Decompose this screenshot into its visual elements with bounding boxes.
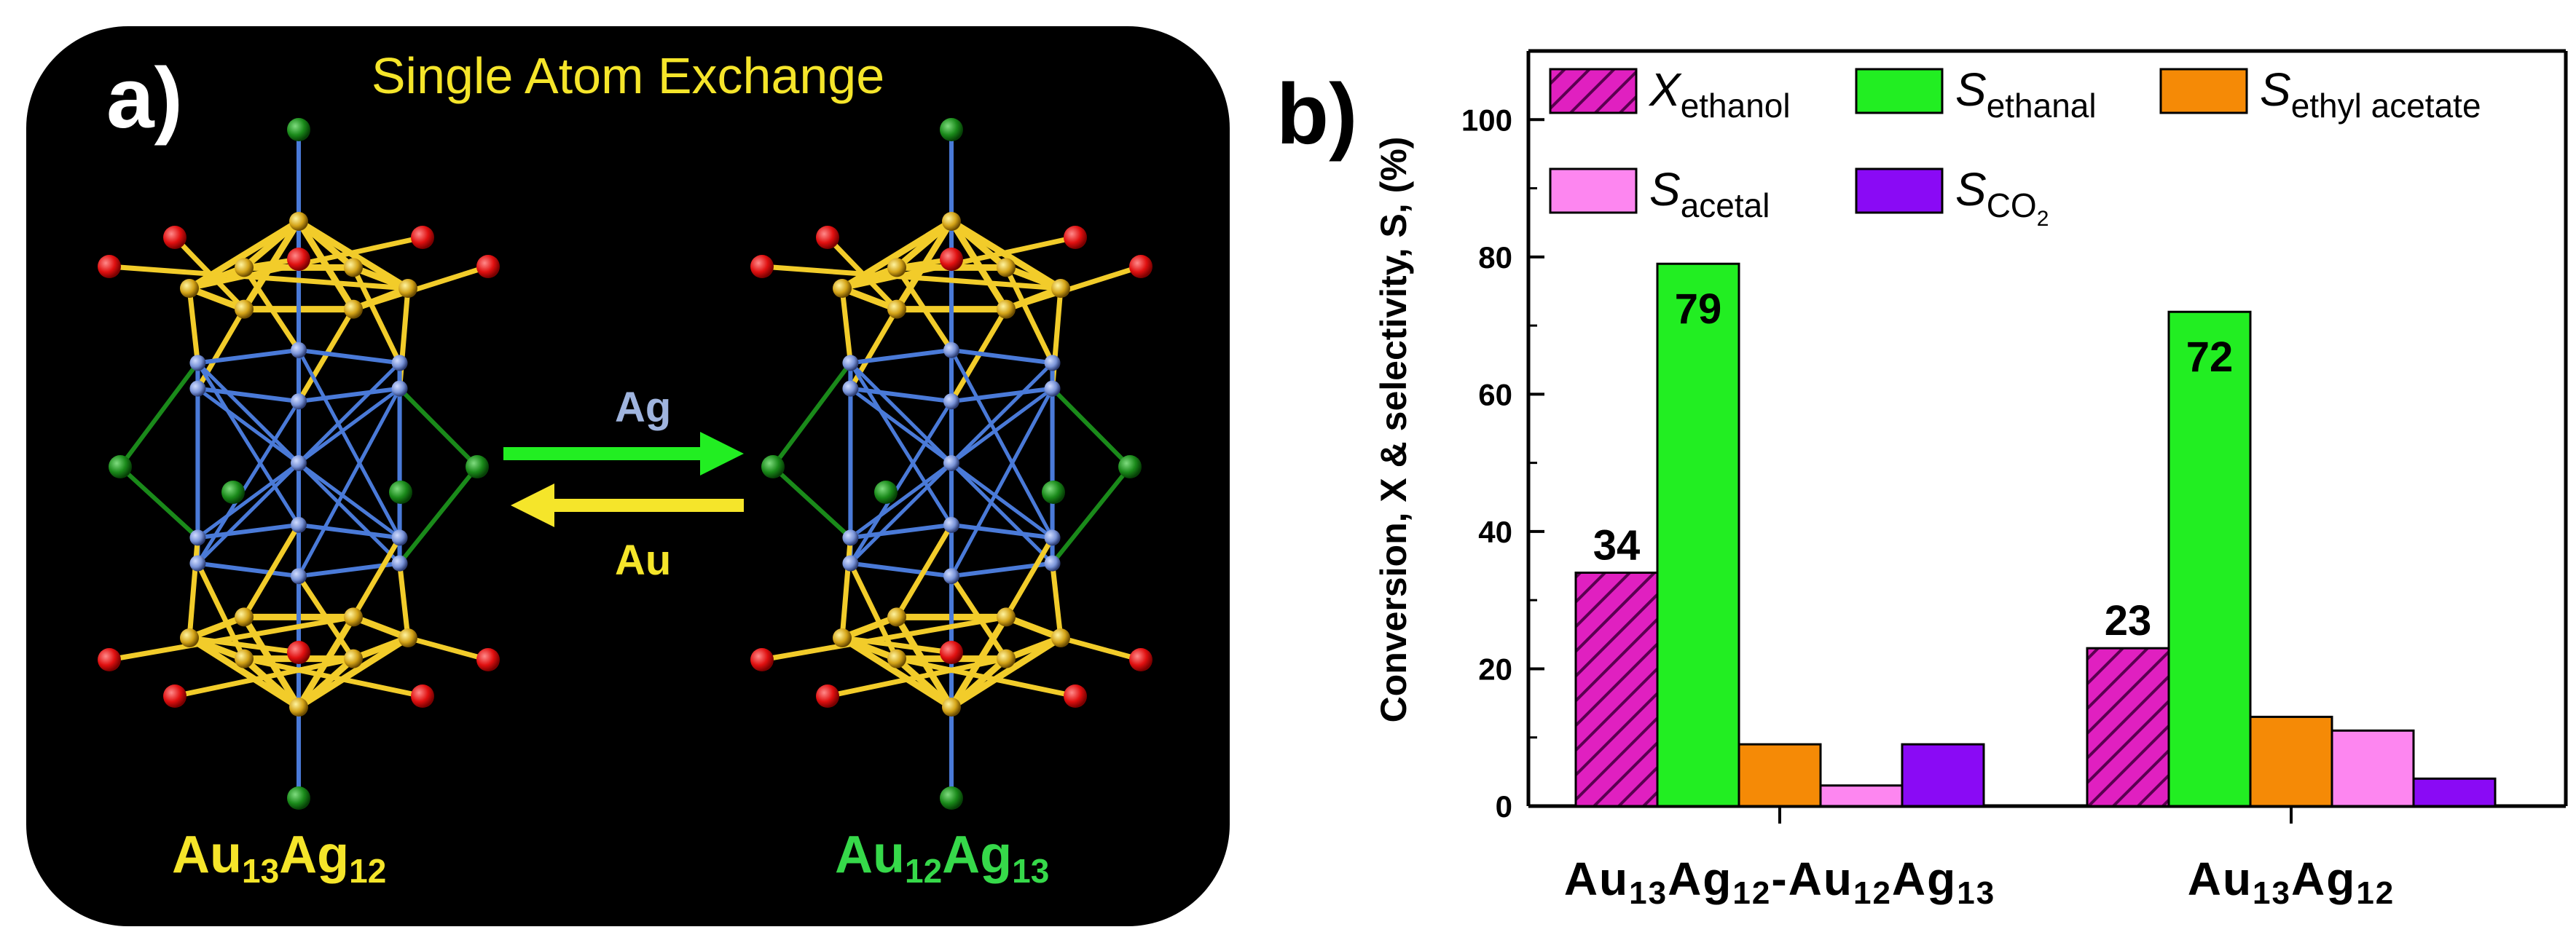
legend-label: Sethanal <box>1955 63 2097 125</box>
y-tick-label: 40 <box>1478 515 1512 549</box>
data-label: 34 <box>1593 521 1641 569</box>
category-label: Au13Ag12 <box>2188 853 2395 911</box>
legend-swatch <box>1549 68 1638 114</box>
legend-item: Sethanal <box>1855 63 2097 125</box>
y-tick-label: 80 <box>1478 240 1512 275</box>
legend-swatch <box>1855 68 1944 114</box>
cluster-right <box>750 118 1152 810</box>
legend-item: Xethanol <box>1549 63 1791 125</box>
arrow-left-icon <box>511 484 554 527</box>
legend-item: Sethyl acetate <box>2159 63 2481 125</box>
panel-a-title: Single Atom Exchange <box>371 47 885 104</box>
bar-3-2 <box>2249 715 2333 808</box>
bar-2-1 <box>1656 262 1740 808</box>
panel-a-cluster-illustration: Single Atom Exchange Ag Au Au13Ag12 Au12… <box>26 26 1230 926</box>
y-tick-label: 20 <box>1478 652 1512 686</box>
cluster-left <box>98 118 500 810</box>
left-cluster-formula: Au13Ag12 <box>172 826 387 890</box>
data-label: 72 <box>2186 334 2234 381</box>
y-axis-title: Conversion, X & selectivity, S, (%) <box>1373 137 1414 723</box>
exchange-arrows <box>503 432 744 527</box>
arrow-bottom-label: Au <box>615 537 672 584</box>
panel-b-label: b) <box>1276 66 1358 162</box>
right-cluster-formula: Au12Ag13 <box>835 826 1050 890</box>
legend-swatch <box>1855 167 1944 214</box>
bar-5-1 <box>1901 743 1985 808</box>
legend-label: Xethanol <box>1648 63 1791 125</box>
bar-1-1 <box>1574 571 1659 808</box>
arrow-right-icon <box>700 432 744 476</box>
arrow-top-label: Ag <box>615 384 672 431</box>
legend-label: Sacetal <box>1649 163 1770 224</box>
bar-5-2 <box>2412 777 2497 808</box>
chart-plot-area: 0 20 40 60 80 100 Conversion, X & selectivity,… <box>1373 49 2568 911</box>
legend-item: SCO2 <box>1855 163 2049 231</box>
category-label: Au13Ag12-Au12Ag13 <box>1564 853 1995 911</box>
bar-3-1 <box>1737 743 1822 808</box>
bar-1-2 <box>2086 647 2170 808</box>
legend-swatch <box>2159 68 2248 114</box>
legend-label: Sethyl acetate <box>2260 63 2481 125</box>
bar-2-2 <box>2167 310 2252 808</box>
y-tick-label: 60 <box>1478 377 1512 411</box>
y-tick-label: 0 <box>1496 789 1512 824</box>
legend-item: Sacetal <box>1549 163 1770 224</box>
bar-4-1 <box>1819 784 1904 808</box>
cluster-drawing <box>98 118 1152 810</box>
y-tick-label: 100 <box>1461 103 1512 137</box>
legend-swatch <box>1549 167 1638 214</box>
data-label: 79 <box>1675 285 1722 333</box>
panel-a-label: a) <box>106 50 183 146</box>
data-label: 23 <box>2105 597 2152 644</box>
legend-label: SCO2 <box>1955 163 2049 231</box>
bar-4-2 <box>2330 729 2415 808</box>
